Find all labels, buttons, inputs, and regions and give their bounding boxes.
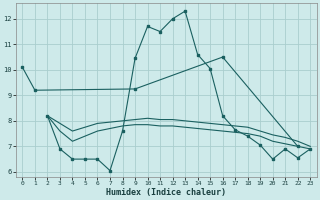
X-axis label: Humidex (Indice chaleur): Humidex (Indice chaleur) bbox=[106, 188, 226, 197]
